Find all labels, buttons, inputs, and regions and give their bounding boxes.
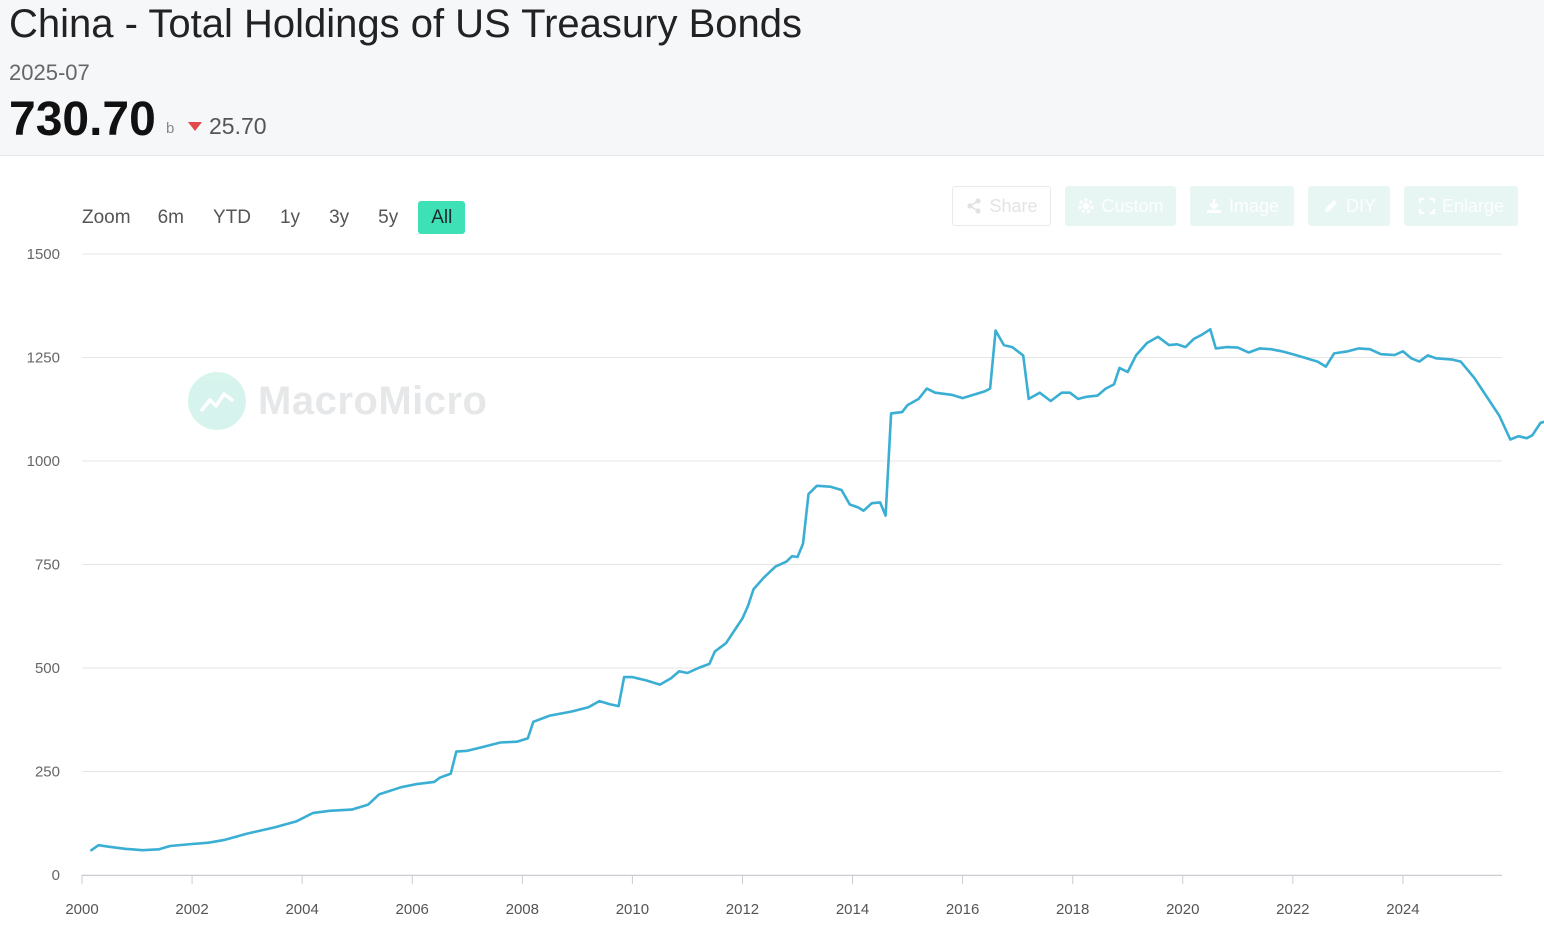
- watermark: MacroMicro: [188, 372, 488, 430]
- x-tick-label: 2024: [1386, 901, 1419, 918]
- down-arrow-icon: [188, 122, 202, 131]
- watermark-text: MacroMicro: [258, 378, 488, 423]
- y-tick-label: 1250: [27, 350, 60, 367]
- share-label: Share: [989, 196, 1038, 216]
- share-icon: [967, 198, 982, 214]
- x-tick-label: 2022: [1276, 901, 1309, 918]
- y-tick-label: 0: [52, 867, 60, 884]
- y-tick-label: 250: [35, 764, 60, 781]
- enlarge-button[interactable]: Enlarge: [1404, 186, 1518, 226]
- y-tick-label: 750: [35, 557, 60, 574]
- zoom-5y-button[interactable]: 5y: [378, 207, 399, 228]
- zoom-selector: Zoom 6m YTD 1y 3y 5y All: [82, 201, 476, 234]
- x-tick-label: 2008: [506, 901, 539, 918]
- x-tick-label: 2010: [616, 901, 649, 918]
- x-tick-label: 2002: [175, 901, 208, 918]
- latest-date: 2025-07: [9, 60, 90, 85]
- zoom-3y-button[interactable]: 3y: [329, 207, 350, 228]
- expand-icon: [1418, 197, 1436, 215]
- image-label: Image: [1228, 196, 1280, 216]
- y-tick-label: 1000: [27, 453, 60, 470]
- page-title: China - Total Holdings of US Treasury Bo…: [9, 2, 802, 46]
- x-tick-label: 2020: [1166, 901, 1199, 918]
- custom-label: Custom: [1101, 196, 1164, 216]
- diy-label: DIY: [1345, 196, 1376, 216]
- y-tick-label: 500: [35, 660, 60, 677]
- latest-value: 730.70: [9, 93, 156, 146]
- x-tick-label: 2018: [1056, 901, 1089, 918]
- x-tick-label: 2000: [65, 901, 98, 918]
- x-tick-label: 2006: [396, 901, 429, 918]
- x-tick-label: 2012: [726, 901, 759, 918]
- x-tick-label: 2016: [946, 901, 979, 918]
- macromicro-logo-icon: [188, 372, 246, 430]
- change-amount: 25.70: [209, 113, 267, 139]
- y-tick-label: 1500: [27, 246, 60, 263]
- zoom-all-button[interactable]: All: [418, 201, 466, 234]
- pencil-icon: [1324, 200, 1337, 212]
- custom-button[interactable]: Custom: [1065, 186, 1176, 226]
- zoom-label: Zoom: [82, 206, 131, 228]
- zoom-ytd-button[interactable]: YTD: [212, 207, 251, 228]
- download-icon: [1206, 199, 1221, 213]
- value-change: 25.70: [188, 113, 267, 140]
- image-button[interactable]: Image: [1190, 186, 1294, 226]
- x-tick-label: 2014: [836, 901, 869, 918]
- diy-button[interactable]: DIY: [1308, 186, 1390, 226]
- zoom-1y-button[interactable]: 1y: [279, 207, 301, 228]
- value-unit: b: [166, 120, 175, 137]
- enlarge-label: Enlarge: [1441, 196, 1505, 216]
- gear-icon: [1078, 198, 1094, 214]
- share-button[interactable]: Share: [952, 186, 1051, 226]
- x-tick-label: 2004: [285, 901, 318, 918]
- zoom-6m-button[interactable]: 6m: [157, 207, 184, 228]
- summary-header: China - Total Holdings of US Treasury Bo…: [0, 0, 1544, 156]
- series-line[interactable]: [90, 328, 1544, 852]
